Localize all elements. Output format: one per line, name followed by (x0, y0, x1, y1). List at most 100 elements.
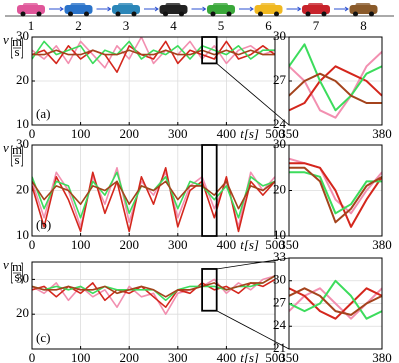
series-line (289, 72, 382, 104)
car-window (213, 3, 228, 8)
y-axis-label: v (3, 32, 9, 47)
y-tick-label: 20 (16, 181, 29, 196)
series-line (32, 180, 275, 210)
y-tick-label: 30 (273, 136, 286, 151)
series-line (32, 167, 275, 233)
y-tick-label: 30 (16, 28, 29, 43)
wheel (36, 11, 42, 17)
x-tick-label: 350 (279, 350, 299, 363)
y-tick-label: 30 (273, 28, 286, 43)
car-number: 3 (123, 18, 130, 33)
zoom-box (201, 144, 218, 237)
wheel (274, 11, 279, 17)
y-tick-label: 20 (273, 181, 286, 196)
plot-frame (31, 36, 276, 126)
car-window (70, 3, 86, 8)
wheel (321, 11, 327, 17)
y-tick-label: 10 (273, 227, 286, 242)
wheel (84, 11, 89, 17)
y-tick-label: 21 (273, 340, 286, 355)
zoom-connector (216, 257, 290, 270)
arrow (144, 6, 159, 12)
x-tick-label: 380 (372, 350, 392, 363)
car-window (355, 3, 371, 8)
car-number: 6 (265, 18, 272, 33)
x-axis-label: t[s] (240, 350, 259, 363)
x-axis-label: t[s] (240, 126, 259, 141)
series-line (32, 275, 275, 315)
x-tick-label: 0 (29, 126, 36, 141)
zoom-box (201, 268, 218, 312)
plot-frame (288, 144, 383, 237)
y-tick-label: 27 (273, 294, 287, 309)
x-tick-label: 300 (168, 126, 188, 141)
y-unit-num: m (12, 142, 22, 157)
y-tick-label: 10 (16, 227, 29, 242)
x-tick-label: 200 (119, 350, 139, 363)
arrow (96, 6, 112, 12)
series-line (289, 287, 382, 320)
series-line (289, 50, 382, 119)
y-unit-num: m (12, 259, 22, 274)
zoom-box (201, 36, 218, 65)
series-line (289, 171, 382, 215)
arrow (239, 6, 254, 12)
series-line (289, 279, 382, 320)
x-tick-label: 500 (265, 126, 285, 141)
car-window (308, 3, 323, 8)
y-tick-label: 30 (273, 272, 286, 287)
car-number: 5 (218, 18, 225, 33)
series-line (289, 43, 382, 112)
plot-frame (31, 261, 276, 350)
x-tick-label: 300 (168, 237, 188, 252)
wheel (258, 11, 263, 17)
wheel (179, 11, 184, 17)
arrow (49, 6, 64, 12)
x-tick-label: 400 (217, 350, 237, 363)
wheel (305, 11, 311, 17)
car-number: 2 (75, 18, 82, 33)
plot-frame (288, 36, 383, 126)
car-strip: 1 2 3 4 5 6 7 8 (5, 3, 394, 33)
panel-label: (c) (36, 330, 50, 345)
car-number: 7 (313, 18, 320, 33)
series-line (289, 162, 382, 228)
car-number: 1 (28, 18, 35, 33)
series-line (289, 65, 382, 112)
y-unit-bracket (11, 145, 23, 167)
y-axis-label: v (3, 140, 9, 155)
x-tick-label: 350 (279, 126, 299, 141)
x-tick-label: 0 (29, 237, 36, 252)
car-window (260, 3, 276, 8)
y-unit-den: s (14, 269, 19, 284)
y-tick-label: 33 (273, 249, 286, 264)
plot-frame (31, 144, 276, 237)
y-tick-label: 24 (273, 317, 287, 332)
panel-label: (a) (36, 106, 50, 121)
x-tick-label: 100 (71, 126, 91, 141)
zoom-connector (216, 310, 290, 350)
wheel (353, 11, 358, 17)
x-tick-label: 400 (217, 237, 237, 252)
car-number: 8 (360, 18, 367, 33)
y-tick-label: 10 (16, 116, 29, 131)
x-tick-label: 200 (119, 237, 139, 252)
wheel (210, 11, 216, 17)
y-unit-bracket (11, 37, 23, 59)
car-number: 4 (170, 18, 177, 33)
y-unit-num: m (12, 34, 22, 49)
car-window (118, 3, 133, 8)
y-axis-label: v (3, 257, 9, 272)
y-tick-label: 20 (16, 305, 29, 320)
wheel (68, 11, 73, 17)
x-tick-label: 400 (217, 126, 237, 141)
x-tick-label: 100 (71, 237, 91, 252)
x-tick-label: 300 (168, 350, 188, 363)
x-axis-label: t[s] (240, 237, 259, 252)
series-line (32, 275, 275, 298)
